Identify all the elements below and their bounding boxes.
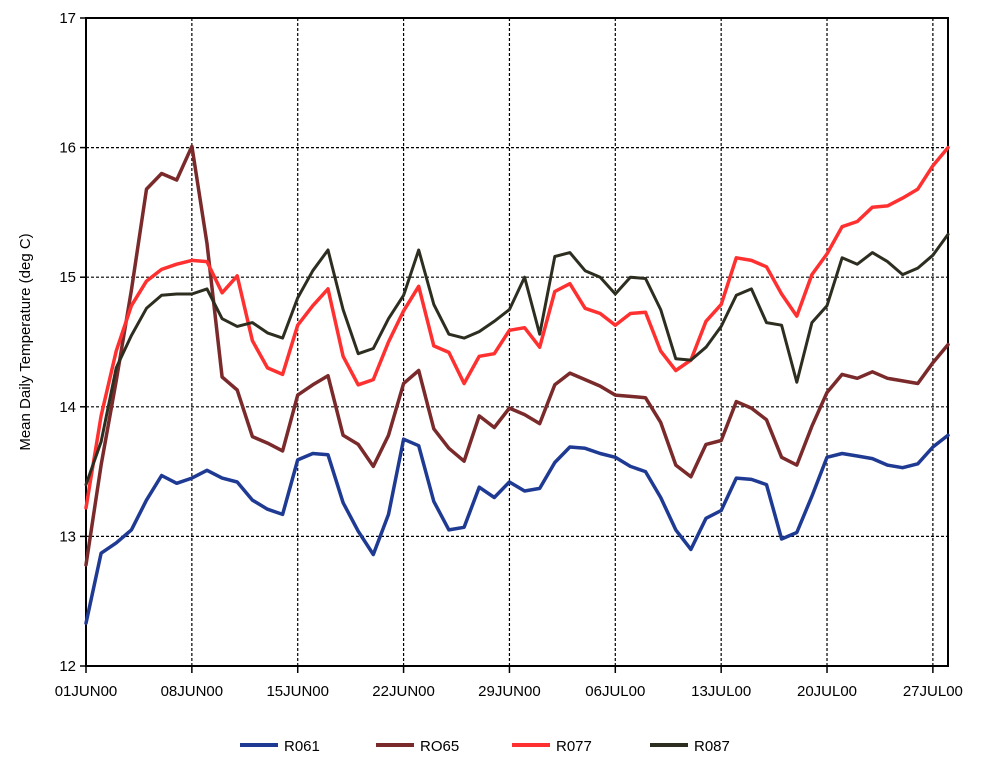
x-tick-label: 01JUN00 — [55, 683, 118, 700]
y-tick-label: 14 — [59, 399, 76, 416]
x-tick-label: 22JUN00 — [372, 683, 435, 700]
x-axis: 01JUN00 08JUN00 15JUN00 22JUN00 29JUN00 06JUL… — [55, 666, 963, 700]
y-tick-label: 13 — [59, 528, 76, 545]
grid — [86, 18, 948, 666]
series-lines — [84, 144, 950, 625]
legend-item-r087: R087 — [650, 738, 730, 755]
legend-label: R087 — [694, 738, 730, 755]
y-tick-label: 16 — [59, 140, 76, 157]
legend-item-r077: R077 — [512, 738, 592, 755]
legend: R061 RO65 R077 R087 — [240, 738, 730, 755]
legend-label: R061 — [284, 738, 320, 755]
legend-label: RO65 — [420, 738, 459, 755]
series-line-r061 — [84, 433, 950, 625]
y-axis-label: Mean Daily Temperature (deg C) — [17, 233, 34, 450]
legend-item-r061: R061 — [240, 738, 320, 755]
legend-item-ro65: RO65 — [376, 738, 459, 755]
legend-label: R077 — [556, 738, 592, 755]
x-tick-label: 29JUN00 — [478, 683, 541, 700]
y-axis: 12 13 14 15 16 17 — [59, 10, 86, 675]
x-tick-label: 27JUL00 — [903, 683, 963, 700]
y-tick-label: 15 — [59, 269, 76, 286]
x-tick-label: 20JUL00 — [797, 683, 857, 700]
x-tick-label: 13JUL00 — [691, 683, 751, 700]
series-line-r087 — [84, 232, 950, 487]
y-tick-label: 12 — [59, 658, 76, 675]
series-line-ro65 — [84, 144, 950, 567]
y-tick-label: 17 — [59, 10, 76, 27]
x-tick-label: 08JUN00 — [161, 683, 224, 700]
plot-area-frame — [85, 17, 949, 667]
x-tick-label: 15JUN00 — [266, 683, 329, 700]
series-line-r077 — [84, 145, 950, 510]
x-tick-label: 06JUL00 — [585, 683, 645, 700]
